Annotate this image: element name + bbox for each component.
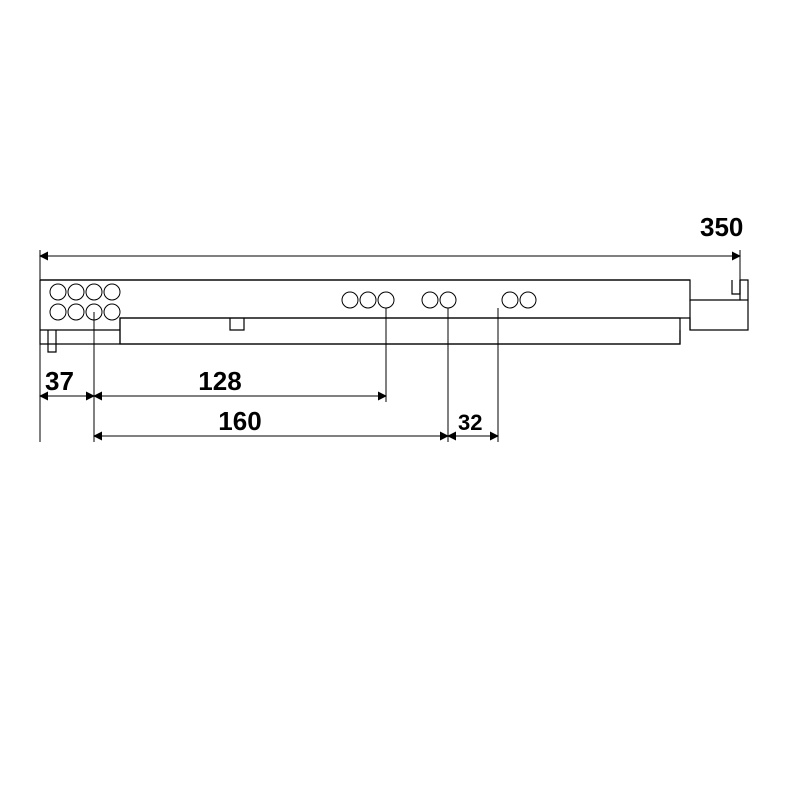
ball-bearing	[378, 292, 394, 308]
ball-bearing	[440, 292, 456, 308]
ball-bearing	[86, 284, 102, 300]
ball-bearing	[520, 292, 536, 308]
ball-bearing	[68, 304, 84, 320]
technical-drawing: 350 37 128 160 32	[0, 0, 800, 800]
dim-label-overall: 350	[700, 212, 743, 242]
ball-bearing	[104, 284, 120, 300]
ball-bearing	[50, 284, 66, 300]
ball-bearings	[50, 284, 536, 320]
dim-label-32: 32	[458, 410, 482, 435]
ball-bearing	[360, 292, 376, 308]
ball-bearing	[50, 304, 66, 320]
ball-bearing	[502, 292, 518, 308]
ball-bearing	[422, 292, 438, 308]
dim-label-37: 37	[45, 366, 74, 396]
drawer-slide-body	[40, 280, 748, 352]
ball-bearing	[342, 292, 358, 308]
dim-label-128: 128	[198, 366, 241, 396]
ball-bearing	[68, 284, 84, 300]
witness-lines	[40, 308, 498, 442]
dim-label-160: 160	[218, 406, 261, 436]
dimension-overall	[40, 250, 740, 280]
ball-bearing	[104, 304, 120, 320]
